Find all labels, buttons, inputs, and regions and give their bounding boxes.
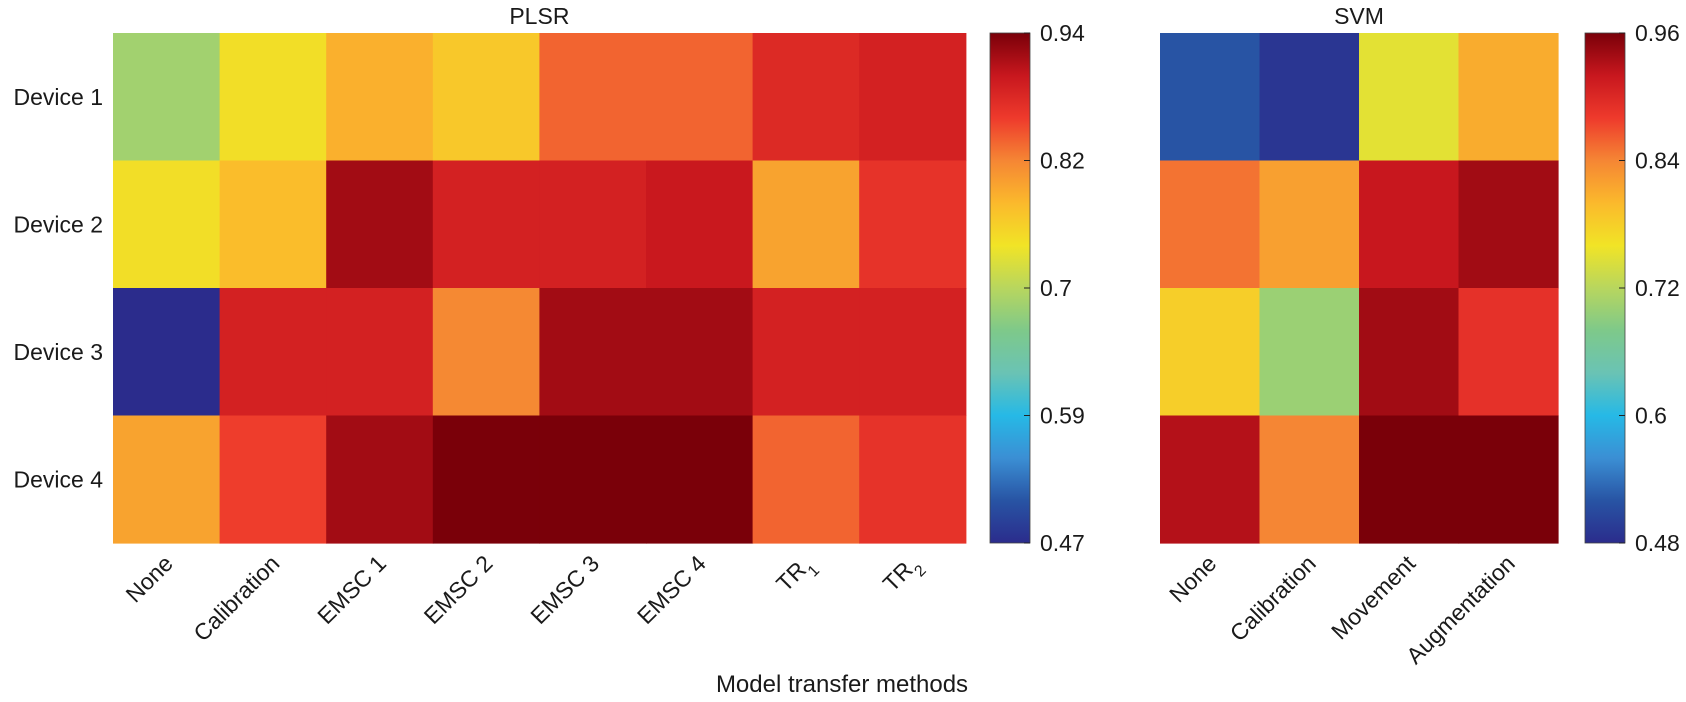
x-axis-label: Model transfer methods	[716, 671, 968, 698]
heatmap-cell	[539, 288, 647, 417]
row-label: Device 1	[14, 84, 103, 110]
colorbar-tick-label: 0.72	[1635, 275, 1680, 301]
heatmap-cell	[219, 288, 327, 417]
column-label: EMSC 3	[525, 550, 604, 629]
heatmap-cell	[432, 288, 540, 417]
heatmap-cell	[113, 288, 221, 417]
heatmap-cell	[432, 160, 540, 289]
heatmap-cell	[1458, 160, 1559, 289]
colorbar-tick-label: 0.47	[1040, 530, 1085, 556]
row-label: Device 2	[14, 211, 103, 237]
heatmap-cell	[1160, 160, 1261, 289]
heatmap-cell	[1160, 33, 1261, 162]
heatmap-cell	[1458, 288, 1559, 417]
heatmap-cell	[859, 288, 967, 417]
heatmap-cell	[1359, 160, 1460, 289]
row-label: Device 4	[14, 466, 104, 492]
heatmap-cell	[1458, 33, 1559, 162]
heatmap-cell	[113, 160, 221, 289]
colorbar-tick-label: 0.94	[1040, 20, 1085, 46]
heatmap-cell	[326, 288, 434, 417]
heatmap-cell	[1160, 288, 1261, 417]
heatmap-cell	[752, 160, 860, 289]
column-label: None	[121, 550, 178, 607]
heatmap-cell	[219, 33, 327, 162]
column-label: EMSC 1	[312, 550, 391, 629]
panel-title: PLSR	[509, 3, 569, 29]
heatmap-cell	[1359, 288, 1460, 417]
heatmap-cell	[326, 415, 434, 544]
heatmap-cell	[113, 415, 221, 544]
heatmap-cell	[1359, 33, 1460, 162]
heatmap-cell	[1259, 415, 1360, 544]
heatmap-cell	[646, 288, 754, 417]
heatmap-cell	[539, 415, 647, 544]
colorbar-tick-label: 0.48	[1635, 530, 1680, 556]
heatmap-cell	[752, 33, 860, 162]
heatmap-cell	[326, 160, 434, 289]
heatmap-cell	[752, 415, 860, 544]
heatmap-panel-plsr: PLSR Device 1 Device 2 Device 3 Device 4 None…	[14, 3, 1085, 646]
heatmap-cell	[1359, 415, 1460, 544]
heatmap-cell	[219, 415, 327, 544]
heatmap-cell	[1160, 415, 1261, 544]
column-label: EMSC 2	[419, 550, 498, 629]
heatmap-cell	[859, 160, 967, 289]
heatmap-cell	[859, 415, 967, 544]
column-label: Calibration	[188, 550, 284, 646]
heatmap-cell	[859, 33, 967, 162]
colorbar-tick-label: 0.96	[1635, 20, 1680, 46]
heatmap-cell	[752, 288, 860, 417]
heatmap-cell	[1259, 33, 1360, 162]
colorbar-tick-label: 0.7	[1040, 275, 1072, 301]
column-label: Calibration	[1225, 550, 1321, 646]
heatmap-cell	[1259, 160, 1360, 289]
colorbar	[1584, 32, 1626, 544]
column-label: TR1	[771, 550, 823, 602]
heatmap-cell	[539, 33, 647, 162]
heatmap-cell	[1458, 415, 1559, 544]
heatmap-cell	[432, 415, 540, 544]
colorbar-tick-label: 0.82	[1040, 148, 1085, 174]
colorbar-tick-label: 0.59	[1040, 403, 1085, 429]
heatmap-cell	[646, 160, 754, 289]
heatmap-cell	[432, 33, 540, 162]
colorbar	[989, 32, 1031, 544]
heatmap-cell	[326, 33, 434, 162]
heatmap-cell	[219, 160, 327, 289]
heatmap-cell	[113, 33, 221, 162]
column-label: TR2	[878, 550, 930, 602]
heatmap-cell	[539, 160, 647, 289]
colorbar-tick-label: 0.6	[1635, 403, 1667, 429]
column-label: EMSC 4	[632, 550, 711, 629]
heatmap-cell	[1259, 288, 1360, 417]
column-label: None	[1164, 550, 1221, 607]
panel-title: SVM	[1334, 3, 1384, 29]
colorbar-tick-label: 0.84	[1635, 148, 1680, 174]
heatmap-cell	[646, 33, 754, 162]
column-label: Movement	[1326, 550, 1421, 645]
heatmap-cell	[646, 415, 754, 544]
row-label: Device 3	[14, 339, 103, 365]
